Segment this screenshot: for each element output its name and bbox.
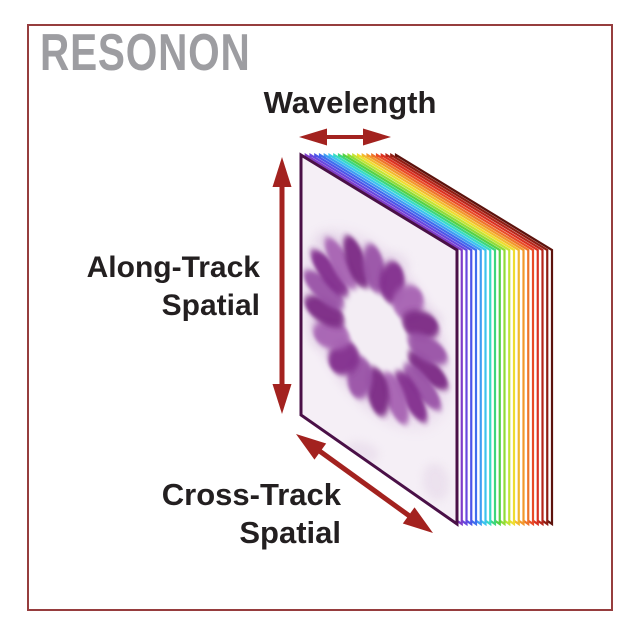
wavelength-label-text: Wavelength: [263, 85, 437, 120]
along-track-label: Along-Track Spatial: [87, 249, 260, 325]
wavelength-arrow: [299, 128, 391, 146]
cross-track-line2: Spatial: [239, 515, 341, 550]
along-track-line2: Spatial: [161, 289, 260, 322]
cross-track-line1: Cross-Track: [161, 477, 341, 512]
front-face: [299, 152, 459, 527]
along-track-arrow: [272, 157, 292, 414]
resonon-logo: RESONON: [40, 24, 251, 82]
flower-image: [303, 231, 450, 501]
wavelength-label: Wavelength: [264, 84, 437, 122]
cross-track-label: Cross-Track Spatial: [162, 476, 341, 552]
dimension-arrows: [272, 128, 433, 533]
along-track-line1: Along-Track: [86, 251, 260, 284]
cross-track-arrow: [296, 434, 433, 533]
